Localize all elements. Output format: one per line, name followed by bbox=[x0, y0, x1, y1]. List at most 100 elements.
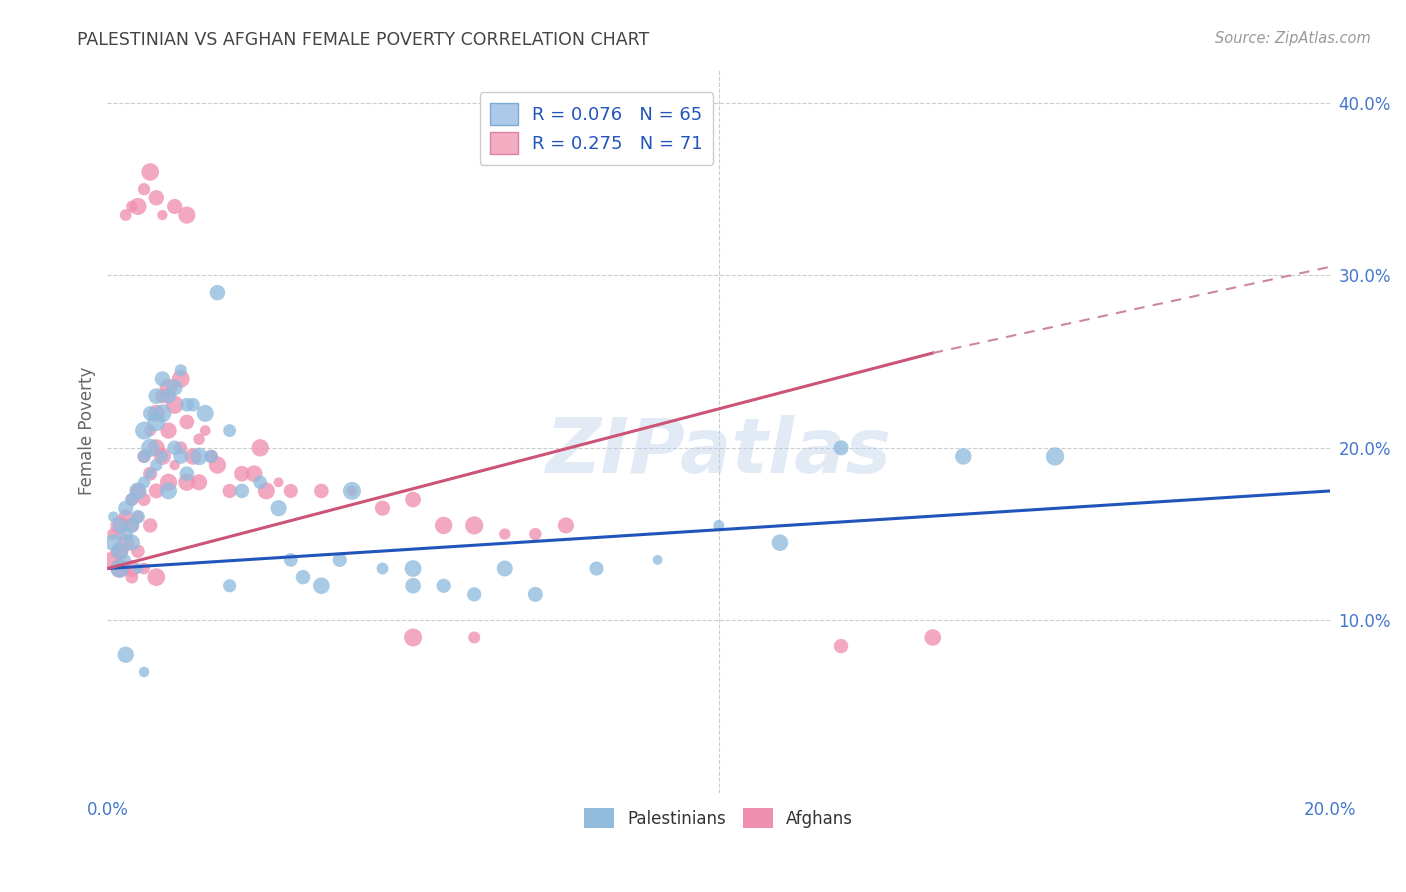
Point bbox=[769, 535, 792, 549]
Point bbox=[139, 424, 162, 438]
Point bbox=[132, 182, 155, 196]
Point bbox=[139, 441, 162, 455]
Point bbox=[157, 380, 180, 394]
Point bbox=[830, 441, 852, 455]
Point bbox=[127, 483, 149, 498]
Point bbox=[139, 518, 162, 533]
Point bbox=[114, 527, 136, 541]
Point bbox=[114, 509, 136, 524]
Point bbox=[254, 483, 277, 498]
Point bbox=[145, 570, 167, 584]
Point bbox=[152, 450, 174, 464]
Point bbox=[194, 424, 217, 438]
Point bbox=[340, 483, 363, 498]
Point bbox=[188, 475, 211, 490]
Point bbox=[231, 467, 253, 481]
Point bbox=[108, 518, 131, 533]
Point bbox=[292, 570, 315, 584]
Point bbox=[139, 467, 162, 481]
Point bbox=[127, 509, 149, 524]
Point bbox=[157, 424, 180, 438]
Point bbox=[267, 475, 290, 490]
Point bbox=[114, 648, 136, 662]
Point bbox=[218, 483, 240, 498]
Point bbox=[145, 191, 167, 205]
Point bbox=[170, 450, 193, 464]
Point bbox=[108, 544, 131, 558]
Point bbox=[176, 475, 198, 490]
Point bbox=[103, 509, 125, 524]
Point bbox=[524, 587, 547, 601]
Point bbox=[194, 406, 217, 420]
Point bbox=[152, 450, 174, 464]
Point bbox=[494, 561, 516, 575]
Point bbox=[152, 372, 174, 386]
Point bbox=[121, 492, 143, 507]
Text: Source: ZipAtlas.com: Source: ZipAtlas.com bbox=[1215, 31, 1371, 46]
Point bbox=[108, 518, 131, 533]
Point bbox=[280, 483, 302, 498]
Point bbox=[152, 208, 174, 222]
Point bbox=[647, 553, 669, 567]
Point bbox=[181, 398, 204, 412]
Point bbox=[170, 363, 193, 377]
Point bbox=[707, 518, 730, 533]
Point bbox=[121, 535, 143, 549]
Point bbox=[132, 450, 155, 464]
Point bbox=[157, 389, 180, 403]
Point bbox=[200, 450, 222, 464]
Point bbox=[145, 406, 167, 420]
Point bbox=[311, 483, 333, 498]
Point bbox=[218, 424, 240, 438]
Point bbox=[267, 501, 290, 516]
Point bbox=[108, 561, 131, 575]
Point bbox=[132, 561, 155, 575]
Point bbox=[830, 639, 852, 653]
Point bbox=[433, 579, 456, 593]
Point bbox=[163, 398, 186, 412]
Y-axis label: Female Poverty: Female Poverty bbox=[79, 367, 96, 495]
Point bbox=[249, 441, 271, 455]
Point bbox=[176, 415, 198, 429]
Point bbox=[952, 450, 974, 464]
Point bbox=[188, 432, 211, 446]
Point bbox=[207, 285, 229, 300]
Point bbox=[181, 450, 204, 464]
Point bbox=[108, 561, 131, 575]
Point bbox=[494, 527, 516, 541]
Point bbox=[132, 665, 155, 679]
Point bbox=[1043, 450, 1066, 464]
Point bbox=[163, 199, 186, 213]
Point bbox=[231, 483, 253, 498]
Point bbox=[139, 467, 162, 481]
Point bbox=[114, 208, 136, 222]
Point bbox=[463, 631, 485, 645]
Point bbox=[433, 518, 456, 533]
Point bbox=[121, 518, 143, 533]
Point bbox=[139, 165, 162, 179]
Point bbox=[103, 535, 125, 549]
Point bbox=[402, 492, 425, 507]
Point bbox=[176, 467, 198, 481]
Point bbox=[127, 509, 149, 524]
Point bbox=[145, 483, 167, 498]
Point bbox=[121, 199, 143, 213]
Point bbox=[121, 570, 143, 584]
Point bbox=[249, 475, 271, 490]
Point bbox=[127, 483, 149, 498]
Point bbox=[139, 406, 162, 420]
Point bbox=[132, 492, 155, 507]
Point bbox=[127, 544, 149, 558]
Point bbox=[188, 450, 211, 464]
Point bbox=[114, 553, 136, 567]
Point bbox=[402, 579, 425, 593]
Point bbox=[463, 587, 485, 601]
Point bbox=[402, 631, 425, 645]
Point bbox=[121, 492, 143, 507]
Point bbox=[243, 467, 266, 481]
Point bbox=[280, 553, 302, 567]
Point bbox=[127, 199, 149, 213]
Point bbox=[145, 389, 167, 403]
Point bbox=[157, 475, 180, 490]
Point bbox=[132, 475, 155, 490]
